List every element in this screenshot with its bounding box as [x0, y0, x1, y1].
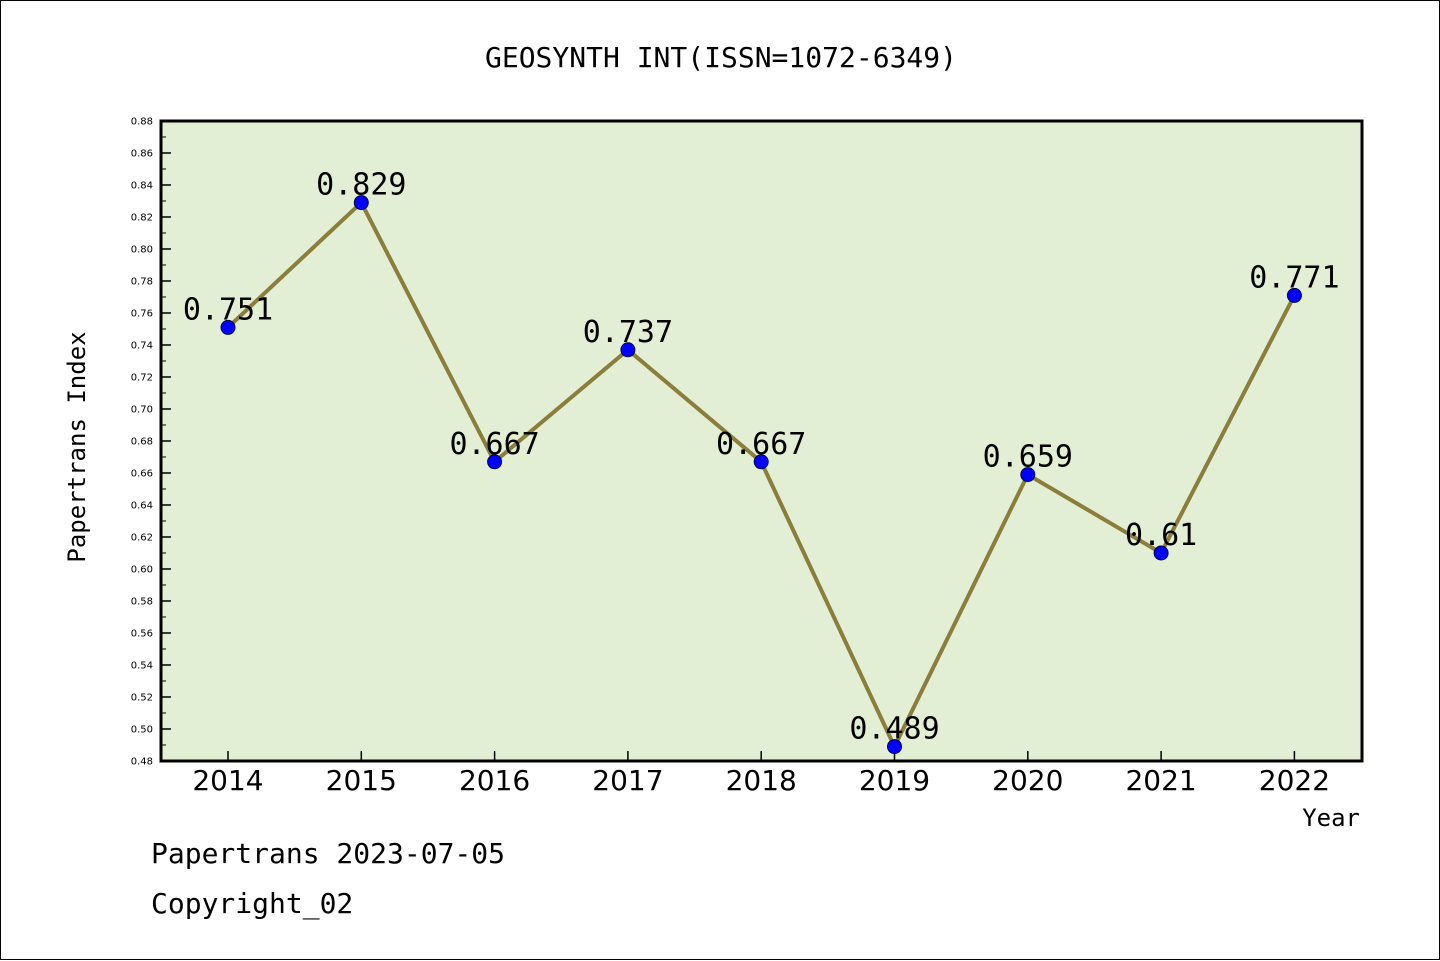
data-label: 0.737: [583, 315, 673, 350]
plot-border: [159, 119, 1364, 763]
data-label: 0.61: [1125, 518, 1197, 553]
y-tick-label: 0.84: [131, 181, 153, 192]
x-tick-label: 2020: [992, 764, 1063, 797]
data-point: [887, 739, 902, 755]
y-tick-label: 0.74: [131, 341, 153, 352]
plot-area: [161, 121, 1362, 761]
data-label: 0.667: [449, 427, 539, 462]
data-point: [1286, 287, 1302, 303]
x-tick-label: 2015: [326, 764, 397, 797]
x-tick-label: 2022: [1259, 764, 1330, 797]
y-axis-ticks: 0.48 0.50 0.52 0.54 0.56 0.58 0.60 0.62 0.64 0.66…: [131, 117, 171, 768]
data-point: [1020, 467, 1036, 483]
y-tick-label: 0.50: [131, 725, 153, 736]
series: 0.751 0.829 0.667 0.737 0.667 0.489 0.659 0.61 0…: [183, 168, 1340, 755]
footer-date: Papertrans 2023-07-05: [151, 837, 506, 870]
data-point: [620, 342, 636, 358]
y-tick-label: 0.88: [131, 117, 153, 128]
y-tick-label: 0.60: [131, 565, 153, 576]
y-tick-label: 0.48: [131, 757, 153, 768]
y-tick-label: 0.58: [131, 597, 153, 608]
data-point: [353, 195, 369, 211]
x-axis-ticks: 2014 2015 2016 2017 2018 2019 2020 2021 2022: [192, 751, 1330, 797]
chart-title: GEOSYNTH INT(ISSN=1072-6349): [485, 41, 957, 74]
y-tick-label: 0.82: [131, 213, 153, 224]
x-tick-label: 2019: [859, 764, 930, 797]
y-tick-label: 0.86: [131, 149, 153, 160]
data-point: [1153, 545, 1169, 561]
y-tick-label: 0.56: [131, 629, 153, 640]
data-label: 0.771: [1249, 260, 1339, 295]
y-tick-label: 0.72: [131, 373, 153, 384]
x-tick-label: 2018: [726, 764, 797, 797]
x-axis-label: Year: [1302, 804, 1360, 832]
data-label: 0.667: [716, 427, 806, 462]
data-point: [487, 454, 503, 470]
data-point: [220, 319, 236, 335]
x-tick-label: 2021: [1125, 764, 1196, 797]
x-tick-label: 2017: [592, 764, 663, 797]
x-tick-label: 2016: [459, 764, 530, 797]
y-tick-label: 0.78: [131, 277, 153, 288]
y-tick-label: 0.66: [131, 469, 153, 480]
x-tick-label: 2014: [192, 764, 263, 797]
y-axis-label: Papertrans Index: [63, 331, 91, 562]
y-tick-label: 0.54: [131, 661, 153, 672]
y-tick-label: 0.52: [131, 693, 153, 704]
y-tick-label: 0.64: [131, 501, 153, 512]
data-label: 0.489: [849, 712, 939, 747]
data-label: 0.659: [983, 440, 1073, 475]
y-tick-label: 0.76: [131, 309, 153, 320]
y-tick-label: 0.80: [131, 245, 153, 256]
y-tick-label: 0.62: [131, 533, 153, 544]
footer-copyright: Copyright_02: [151, 887, 354, 920]
data-point: [753, 454, 769, 470]
data-label: 0.829: [316, 168, 406, 203]
data-label: 0.751: [183, 292, 273, 327]
y-tick-label: 0.68: [131, 437, 153, 448]
y-tick-label: 0.70: [131, 405, 153, 416]
